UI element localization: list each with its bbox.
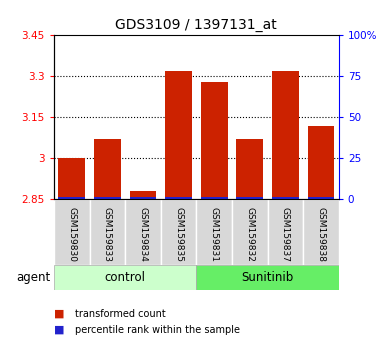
- Bar: [165, 71, 192, 199]
- Bar: [201, 196, 228, 199]
- Text: control: control: [105, 271, 146, 284]
- Bar: [94, 139, 121, 199]
- Bar: [303, 199, 339, 265]
- Text: agent: agent: [16, 271, 50, 284]
- Bar: [165, 196, 192, 199]
- Bar: [59, 197, 85, 199]
- Title: GDS3109 / 1397131_at: GDS3109 / 1397131_at: [116, 18, 277, 32]
- Bar: [272, 196, 299, 199]
- Text: GSM159833: GSM159833: [103, 207, 112, 262]
- Text: ■: ■: [54, 309, 64, 319]
- Bar: [236, 139, 263, 199]
- Bar: [125, 199, 161, 265]
- Text: GSM159835: GSM159835: [174, 207, 183, 262]
- Bar: [54, 265, 196, 290]
- Bar: [308, 126, 334, 199]
- Bar: [54, 199, 90, 265]
- Bar: [94, 197, 121, 199]
- Text: transformed count: transformed count: [75, 309, 166, 319]
- Text: GSM159834: GSM159834: [139, 207, 147, 262]
- Text: GSM159831: GSM159831: [210, 207, 219, 262]
- Bar: [196, 265, 339, 290]
- Bar: [130, 197, 156, 199]
- Bar: [268, 199, 303, 265]
- Bar: [232, 199, 268, 265]
- Text: GSM159832: GSM159832: [245, 207, 254, 262]
- Bar: [130, 191, 156, 199]
- Text: Sunitinib: Sunitinib: [241, 271, 294, 284]
- Text: GSM159838: GSM159838: [316, 207, 325, 262]
- Bar: [59, 158, 85, 199]
- Bar: [90, 199, 125, 265]
- Text: GSM159837: GSM159837: [281, 207, 290, 262]
- Text: GSM159830: GSM159830: [67, 207, 76, 262]
- Bar: [201, 82, 228, 199]
- Bar: [308, 197, 334, 199]
- Text: percentile rank within the sample: percentile rank within the sample: [75, 325, 240, 335]
- Bar: [161, 199, 196, 265]
- Bar: [196, 199, 232, 265]
- Bar: [272, 71, 299, 199]
- Bar: [236, 197, 263, 199]
- Text: ■: ■: [54, 325, 64, 335]
